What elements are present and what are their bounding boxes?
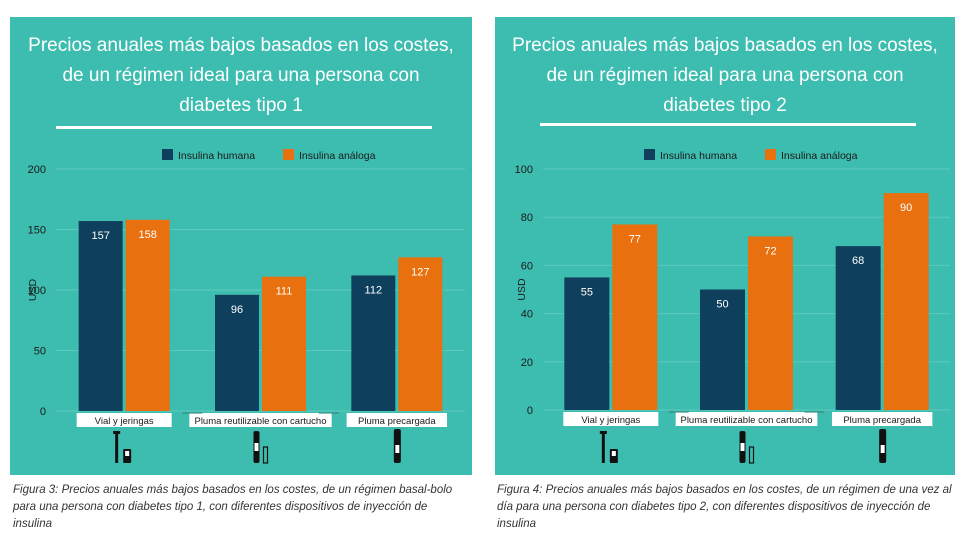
y-axis-label: USD — [27, 278, 39, 301]
pen-window — [740, 443, 745, 451]
bar-human — [215, 294, 259, 411]
legend-label: Insulina análoga — [299, 150, 376, 162]
bar-analog — [262, 276, 306, 411]
caption-line: día para una persona con diabetes tipo 2… — [497, 501, 931, 513]
caption-line: Figura 4: Precios anuales más bajos basa… — [497, 484, 952, 496]
y-tick-label: 20 — [521, 357, 533, 369]
bar-analog — [883, 193, 929, 410]
bar-value-label: 111 — [276, 286, 293, 298]
caption-line: insulina — [497, 518, 536, 530]
bar-human — [700, 289, 745, 410]
category-label-box — [76, 413, 172, 427]
bar-human — [351, 275, 396, 411]
bar-value-label: 112 — [365, 284, 383, 296]
bar-value-label: 68 — [852, 255, 864, 267]
legend-label: Insulina humana — [660, 150, 737, 162]
syringe-plunger — [113, 431, 121, 434]
prefilled-pen-icon — [879, 429, 887, 463]
category-label-box — [675, 412, 818, 426]
figure-3-caption: Figura 3: Precios anuales más bajos basa… — [13, 482, 452, 533]
caption-line: para una persona con diabetes tipo 1, co… — [13, 501, 428, 513]
chart-title-line: de un régimen ideal para una persona con — [546, 65, 903, 86]
y-tick-label: 60 — [521, 260, 533, 272]
bar-value-label: 96 — [231, 304, 243, 316]
bar-value-label: 50 — [716, 299, 728, 311]
bar-analog — [125, 219, 170, 411]
vial-syringe-icon — [599, 431, 618, 463]
category-label-box — [563, 412, 659, 426]
syringe-plunger — [599, 431, 607, 434]
prefilled-pen-window — [880, 445, 885, 453]
reusable-pen-cartridge-icon — [253, 431, 269, 464]
chart-title-line: diabetes tipo 1 — [179, 95, 303, 116]
pen-window — [254, 443, 259, 451]
y-tick-label: 150 — [28, 225, 46, 237]
prefilled-pen-window — [395, 445, 400, 453]
category-label-box — [831, 412, 933, 426]
bar-value-label: 77 — [629, 233, 641, 245]
legend-swatch — [765, 149, 776, 160]
syringe-shape — [115, 433, 119, 463]
cartridge-shape — [262, 446, 269, 464]
y-tick-label: 50 — [34, 346, 46, 358]
caption-line: insulina — [13, 518, 52, 530]
caption-line: Figura 3: Precios anuales más bajos basa… — [13, 484, 453, 496]
bar-value-label: 127 — [411, 266, 429, 278]
title-underline — [56, 126, 432, 129]
category-label: Pluma precargada — [843, 415, 921, 426]
bar-analog — [398, 257, 443, 411]
category-label: Vial y jeringas — [95, 416, 154, 427]
prefilled-pen-icon — [393, 429, 401, 463]
chart-title-line: Precios anuales más bajos basados en los… — [512, 35, 938, 56]
bar-human — [78, 221, 123, 411]
vial-label — [125, 451, 130, 456]
reusable-pen-cartridge-icon — [739, 431, 755, 464]
chart-title-line: Precios anuales más bajos basados en los… — [28, 35, 454, 56]
y-tick-label: 0 — [527, 405, 533, 417]
category-label: Pluma precargada — [358, 416, 436, 427]
bar-analog — [748, 236, 793, 410]
y-tick-label: 80 — [521, 212, 533, 224]
syringe-shape — [601, 433, 605, 463]
chart-panel-type1: Precios anuales más bajos basados en los… — [10, 17, 472, 475]
category-label: Vial y jeringas — [581, 415, 640, 426]
y-tick-label: 100 — [515, 164, 533, 176]
bar-value-label: 72 — [764, 245, 776, 257]
chart-type1-svg: Precios anuales más bajos basados en los… — [27, 35, 465, 464]
y-axis-label: USD — [516, 278, 528, 301]
legend-swatch — [162, 149, 173, 160]
figure-4-caption: Figura 4: Precios anuales más bajos basa… — [497, 482, 952, 533]
legend-label: Insulina humana — [178, 150, 255, 162]
vial-syringe-icon — [113, 431, 132, 463]
bar-value-label: 158 — [138, 229, 156, 241]
bar-value-label: 90 — [900, 202, 912, 214]
bar-human — [835, 246, 881, 410]
cartridge-shape — [748, 446, 755, 464]
category-label-box — [189, 413, 332, 427]
y-tick-label: 0 — [40, 406, 46, 418]
chart-panel-type2: Precios anuales más bajos basados en los… — [495, 17, 955, 475]
chart-title-line: de un régimen ideal para una persona con — [62, 65, 419, 86]
legend-swatch — [644, 149, 655, 160]
legend-label: Insulina análoga — [781, 150, 858, 162]
bar-value-label: 157 — [91, 230, 109, 242]
y-tick-label: 200 — [28, 164, 46, 176]
y-tick-label: 40 — [521, 309, 533, 321]
category-label: Pluma reutilizable con cartucho — [680, 415, 812, 426]
vial-label — [611, 451, 616, 456]
bar-value-label: 55 — [581, 286, 593, 298]
bar-human — [564, 277, 610, 410]
bar-analog — [612, 224, 658, 410]
chart-type2-svg: Precios anuales más bajos basados en los… — [512, 35, 950, 464]
y-tick-label: 100 — [28, 285, 46, 297]
chart-title-line: diabetes tipo 2 — [663, 95, 787, 116]
category-label-box — [346, 413, 448, 427]
title-underline — [540, 123, 916, 126]
legend-swatch — [283, 149, 294, 160]
category-label: Pluma reutilizable con cartucho — [194, 416, 326, 427]
